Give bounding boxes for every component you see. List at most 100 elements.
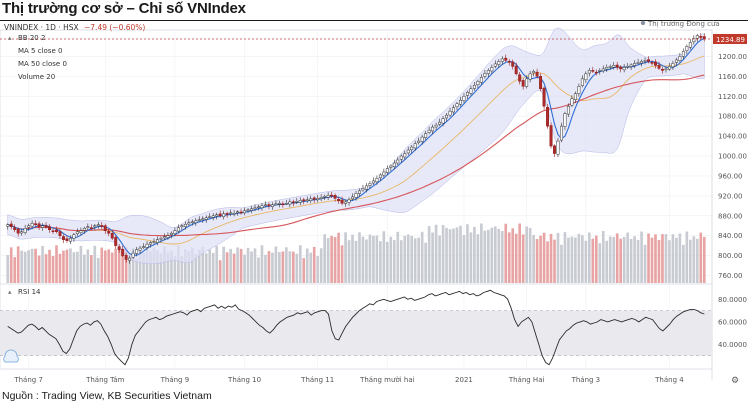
volume-bar xyxy=(521,234,525,283)
candle-body xyxy=(434,124,438,128)
candle-body xyxy=(636,62,640,64)
candle xyxy=(507,58,511,66)
volume-bar xyxy=(403,235,407,283)
volume-bar xyxy=(58,253,62,283)
legend-collapse-icon: ▴ xyxy=(8,34,12,42)
volume-bar xyxy=(142,252,145,283)
volume-bar xyxy=(271,252,274,283)
candle-body xyxy=(86,226,90,228)
candle-body xyxy=(553,145,556,154)
candle xyxy=(514,62,518,76)
candle xyxy=(671,60,675,70)
candle-body xyxy=(577,86,581,94)
candle xyxy=(257,204,260,211)
candle-body xyxy=(647,59,651,62)
candle-body xyxy=(145,243,149,248)
candle-body xyxy=(51,230,55,232)
candle-body xyxy=(270,204,274,207)
volume-bar xyxy=(678,233,682,283)
volume-bar xyxy=(103,250,107,283)
candle-body xyxy=(246,209,250,212)
candle-body xyxy=(695,35,699,39)
candle xyxy=(305,196,309,203)
candle xyxy=(295,197,299,205)
candle xyxy=(504,54,508,63)
candle xyxy=(23,224,27,235)
candle-body xyxy=(556,140,560,155)
candle-body xyxy=(107,231,111,234)
volume-bar xyxy=(386,241,389,283)
volume-bar xyxy=(619,238,622,283)
candle xyxy=(41,223,45,231)
volume-bar xyxy=(532,234,535,283)
candle-body xyxy=(302,199,306,202)
volume-bar xyxy=(654,234,657,283)
candle-body xyxy=(117,246,121,250)
candle xyxy=(351,193,354,201)
candle xyxy=(337,196,341,204)
volume-bar xyxy=(372,235,375,283)
candle-body xyxy=(539,76,543,90)
volume-bar xyxy=(302,258,306,283)
volume-bar xyxy=(629,238,633,283)
candle-body xyxy=(389,165,393,168)
volume-bar xyxy=(93,245,97,283)
volume-bar xyxy=(504,223,508,283)
candle-body xyxy=(396,159,400,164)
volume-bar xyxy=(201,246,205,283)
candle xyxy=(79,227,83,236)
candle-body xyxy=(584,73,588,81)
candle xyxy=(225,211,229,218)
candle xyxy=(131,249,135,259)
candle-body xyxy=(288,201,292,205)
candle-body xyxy=(532,71,536,74)
candle xyxy=(479,74,483,85)
candle xyxy=(173,227,177,237)
volume-bar xyxy=(298,245,302,283)
candle-body xyxy=(82,227,86,231)
candle-body xyxy=(465,92,469,96)
legend-indicator: MA 50 close 0 xyxy=(18,60,67,68)
volume-bar xyxy=(427,226,431,283)
volume-bar xyxy=(577,233,581,283)
candle xyxy=(650,60,654,66)
volume-bar xyxy=(187,251,191,283)
candle xyxy=(274,200,278,206)
candle xyxy=(441,115,445,127)
candle-body xyxy=(176,227,180,232)
volume-bar xyxy=(20,250,23,283)
candle xyxy=(542,86,546,110)
volume-bar xyxy=(173,255,177,283)
price-y-tick: 1040.00 xyxy=(718,133,747,141)
candle-body xyxy=(34,223,38,225)
candle-body xyxy=(424,133,428,138)
candle xyxy=(114,235,118,249)
volume-bar xyxy=(608,236,612,283)
candle-body xyxy=(633,63,637,66)
candle xyxy=(657,61,661,71)
candle-body xyxy=(121,248,125,256)
volume-bar xyxy=(661,234,664,283)
candle xyxy=(326,192,330,200)
candle-body xyxy=(284,203,288,205)
candle xyxy=(176,224,180,234)
candle-body xyxy=(103,225,107,231)
volume-bar xyxy=(131,247,135,283)
candle-body xyxy=(197,219,201,222)
candle xyxy=(371,177,375,185)
candle-body xyxy=(20,231,24,234)
candle xyxy=(608,64,612,70)
candle-body xyxy=(368,183,372,186)
candle xyxy=(253,204,257,211)
volume-bar xyxy=(138,245,142,283)
candle-body xyxy=(68,237,72,242)
candle-body xyxy=(406,149,410,154)
volume-bar xyxy=(23,251,27,283)
volume-bar xyxy=(13,257,17,283)
candle-body xyxy=(312,197,316,200)
candle-body xyxy=(619,66,623,70)
volume-bar xyxy=(278,252,281,283)
candle xyxy=(584,71,588,84)
candle xyxy=(483,69,487,79)
